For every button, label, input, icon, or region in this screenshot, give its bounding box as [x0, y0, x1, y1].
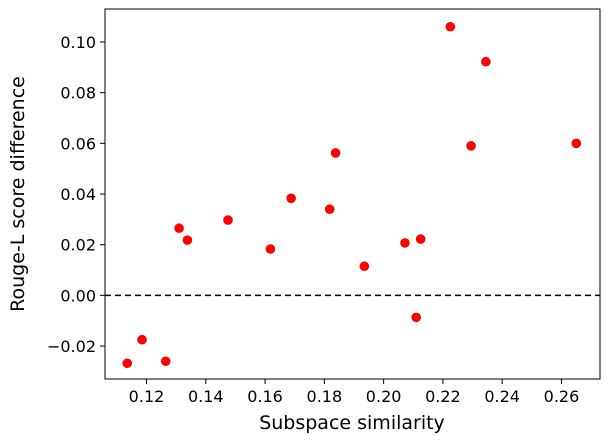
scatter-point — [122, 358, 133, 369]
y-tick-label: 0.00 — [60, 286, 96, 305]
scatter-point — [481, 56, 491, 67]
x-tick-label: 0.22 — [425, 387, 461, 406]
x-tick-label: 0.12 — [129, 387, 165, 406]
scatter-point — [223, 215, 233, 225]
scatter-point — [265, 244, 276, 254]
scatter-point — [400, 238, 410, 248]
plot-area — [104, 8, 601, 380]
x-tick-label: 0.24 — [484, 387, 520, 406]
x-tick-label: 0.18 — [307, 387, 343, 406]
scatter-point — [359, 261, 370, 272]
x-axis-ticks: 0.12 0.14 0.16 0.18 0.20 0.22 0.24 0.26 — [129, 379, 580, 406]
x-axis-label: Subspace similarity — [259, 412, 445, 434]
scatter-point — [160, 356, 171, 367]
y-tick-label: 0.08 — [60, 84, 96, 103]
scatter-point — [571, 138, 582, 149]
y-tick-label: 0.10 — [60, 33, 96, 52]
scatter-point — [137, 334, 147, 345]
y-tick-label: 0.04 — [60, 185, 96, 204]
y-axis-ticks: −0.02 0.00 0.02 0.04 0.06 0.08 0.10 — [47, 33, 105, 356]
y-tick-label: 0.02 — [60, 236, 96, 255]
scatter-point — [445, 21, 456, 32]
x-tick-label: 0.14 — [188, 387, 224, 406]
x-tick-label: 0.16 — [247, 387, 283, 406]
scatter-point — [174, 223, 184, 234]
scatter-point — [466, 141, 476, 151]
scatter-point — [324, 204, 335, 215]
scatter-point — [415, 234, 426, 244]
scatter-point — [286, 193, 296, 204]
scatter-point — [182, 235, 193, 245]
x-tick-label: 0.26 — [544, 387, 580, 406]
y-tick-label: −0.02 — [47, 337, 96, 356]
scatter-point — [411, 312, 422, 323]
scatter-point — [330, 148, 341, 158]
y-tick-label: 0.06 — [60, 134, 96, 153]
data-points — [122, 21, 582, 369]
y-axis-label: Rouge-L score difference — [7, 76, 29, 312]
x-tick-label: 0.20 — [366, 387, 402, 406]
